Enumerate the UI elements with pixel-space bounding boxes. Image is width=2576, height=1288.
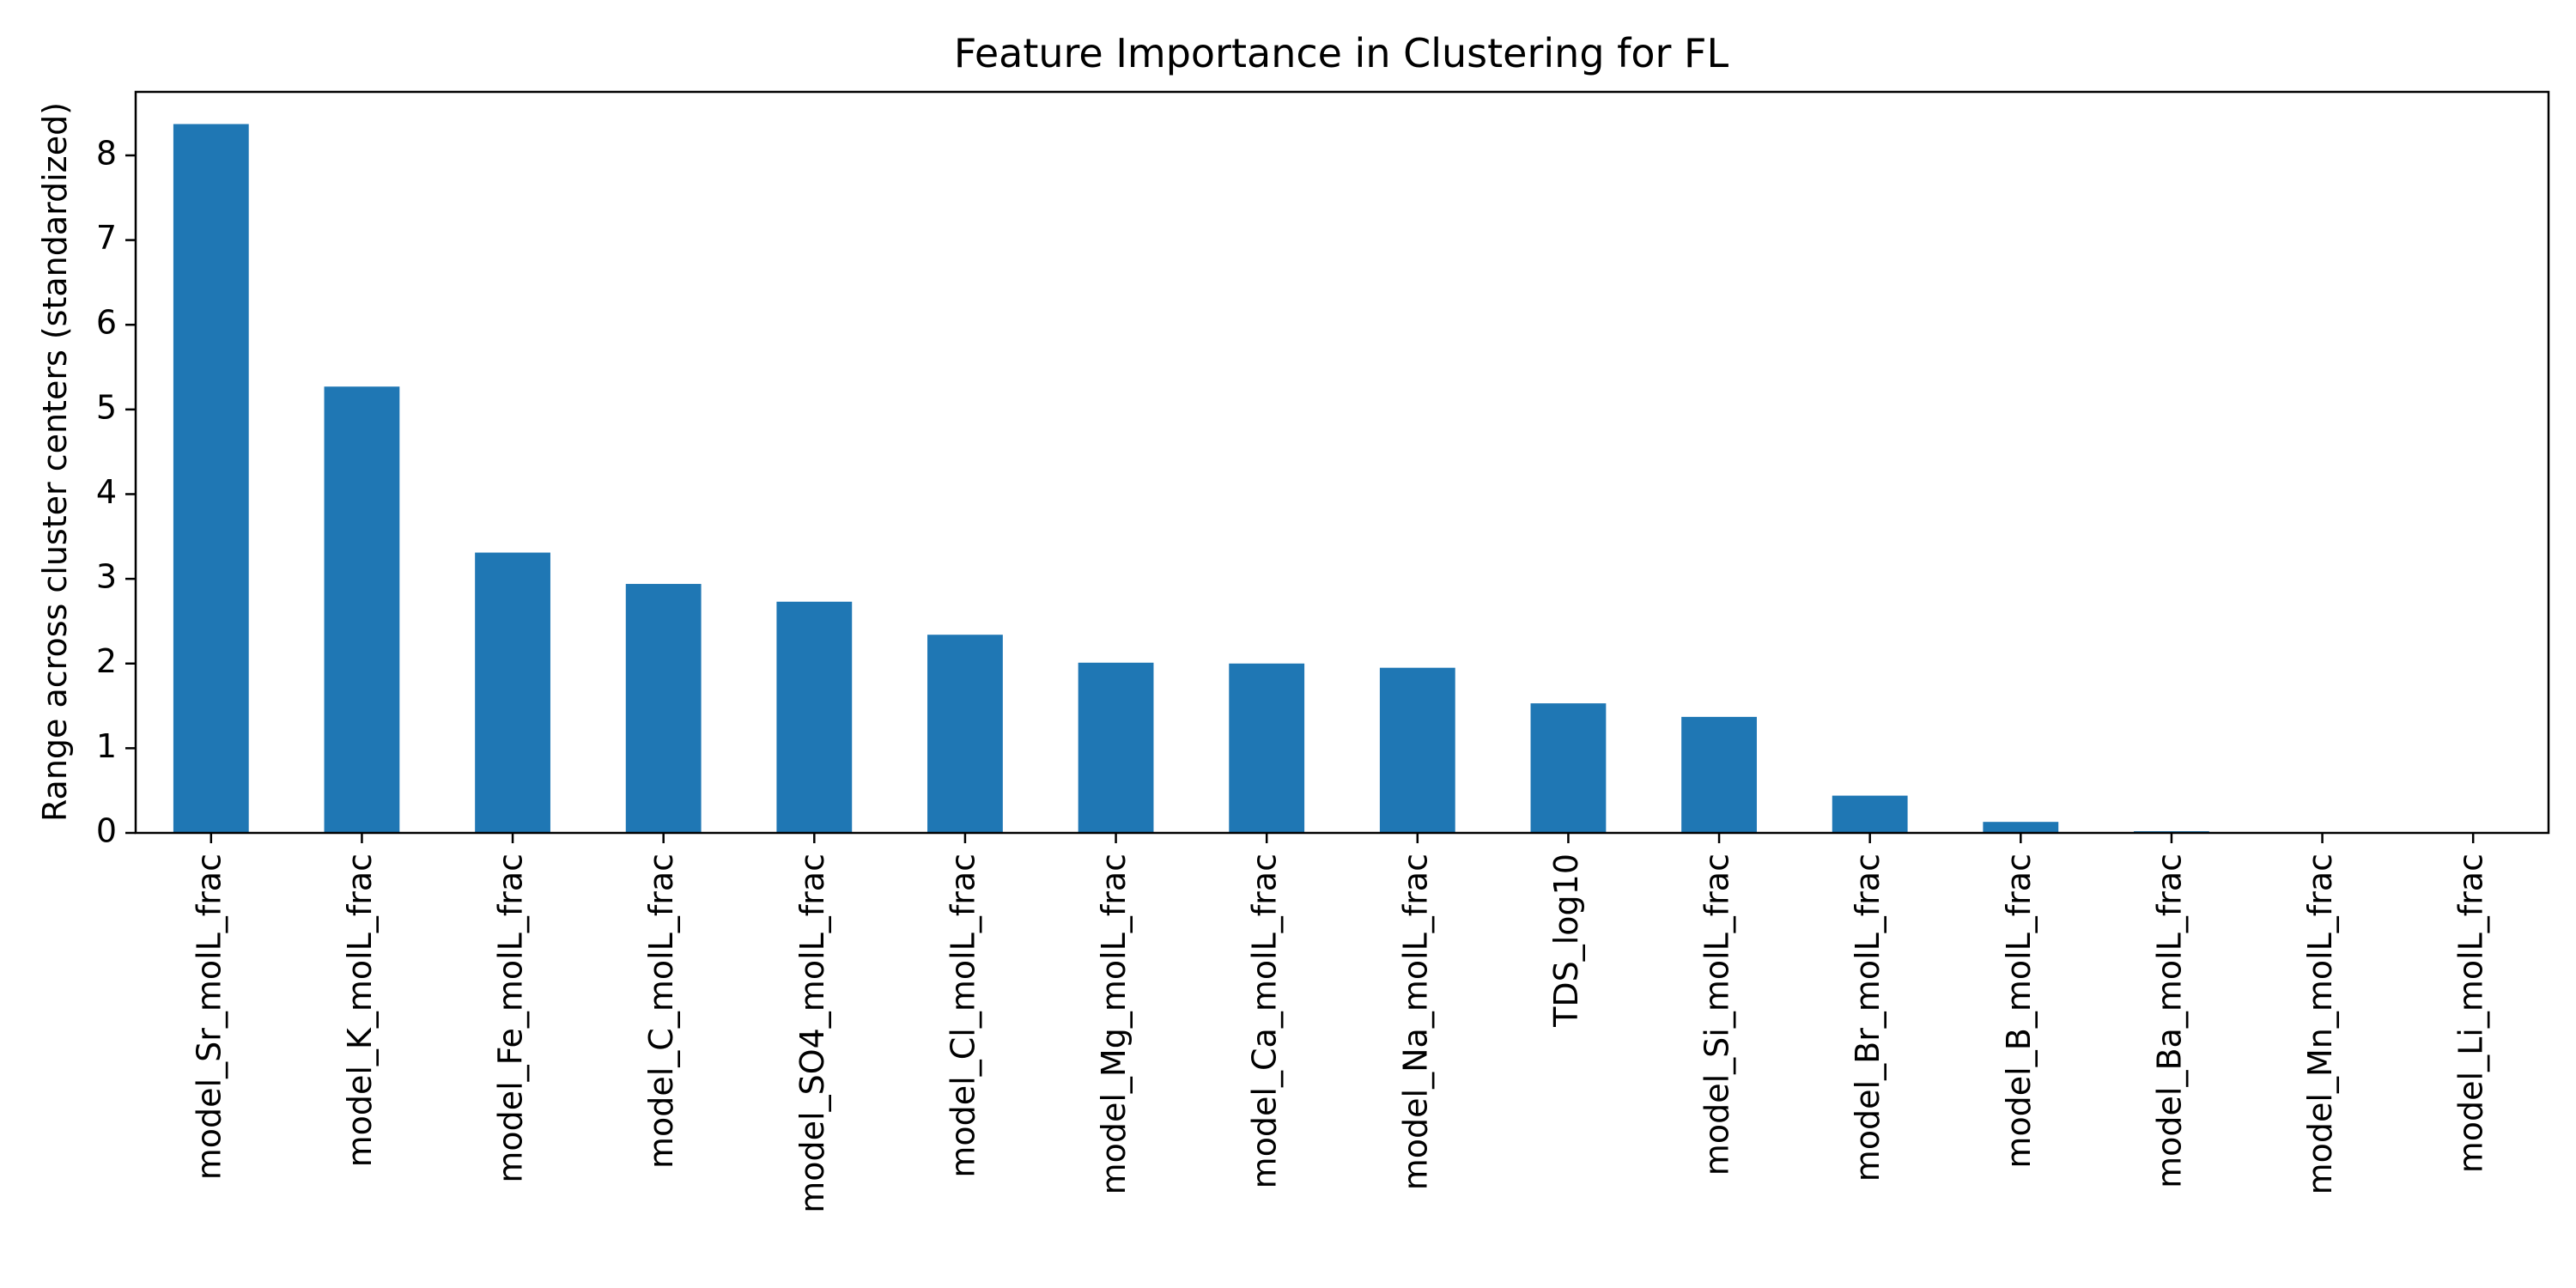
bar-model_Cl_molL_frac [927,635,1003,833]
x-tick-label: model_Ca_molL_frac [1246,854,1284,1188]
y-tick-label: 4 [96,473,117,511]
x-tick-label: model_Li_molL_frac [2452,854,2490,1173]
bar-model_SO4_molL_frac [776,601,853,833]
x-axis-ticks: model_Sr_molL_frac model_K_molL_frac model… [190,833,2490,1213]
y-tick-label: 6 [96,304,117,342]
x-tick-label: model_Si_molL_frac [1698,854,1736,1176]
y-tick-label: 1 [96,727,117,765]
x-tick-label: model_SO4_molL_frac [793,854,831,1213]
y-axis-ticks: 0 1 2 3 4 5 6 7 8 [96,134,136,850]
x-tick-label: model_Br_molL_frac [1849,854,1886,1182]
x-tick-label: model_Sr_molL_frac [190,854,228,1180]
chart-title: Feature Importance in Clustering for FL [954,30,1729,76]
bar-model_Ca_molL_frac [1229,663,1305,833]
bar-model_Br_molL_frac [1832,795,1908,833]
bar-model_K_molL_frac [324,386,400,833]
bar-model_Sr_molL_frac [173,124,249,833]
y-tick-label: 7 [96,219,117,257]
bar-model_Fe_molL_frac [475,552,550,833]
bar-model_C_molL_frac [625,584,702,833]
bar-model_Na_molL_frac [1379,667,1455,833]
y-tick-label: 0 [96,812,117,850]
plot-frame [134,90,2550,835]
x-tick-label: model_Fe_molL_frac [492,854,530,1183]
x-tick-label: model_Cl_molL_frac [944,854,981,1178]
y-tick-label: 2 [96,642,117,680]
bar-model_Si_molL_frac [1681,716,1757,833]
bars-layer [173,124,2209,833]
y-tick-label: 5 [96,388,117,426]
bar-TDS_log10 [1530,703,1607,833]
x-tick-label: model_C_molL_frac [642,854,680,1169]
x-tick-label: model_Na_molL_frac [1396,854,1434,1190]
x-tick-label: TDS_log10 [1547,854,1585,1028]
x-tick-label: model_B_molL_frac [2000,854,2038,1169]
x-tick-label: model_Mg_molL_frac [1095,854,1133,1194]
y-axis-label: Range across cluster centers (standardiz… [36,102,74,822]
y-tick-label: 8 [96,134,117,172]
x-tick-label: model_Ba_molL_frac [2150,854,2188,1188]
x-tick-label: model_Mn_molL_frac [2301,854,2339,1194]
y-tick-label: 3 [96,558,117,596]
x-tick-label: model_K_molL_frac [341,854,379,1167]
bar-model_Mg_molL_frac [1078,662,1154,833]
bar-model_B_molL_frac [1983,822,2059,833]
